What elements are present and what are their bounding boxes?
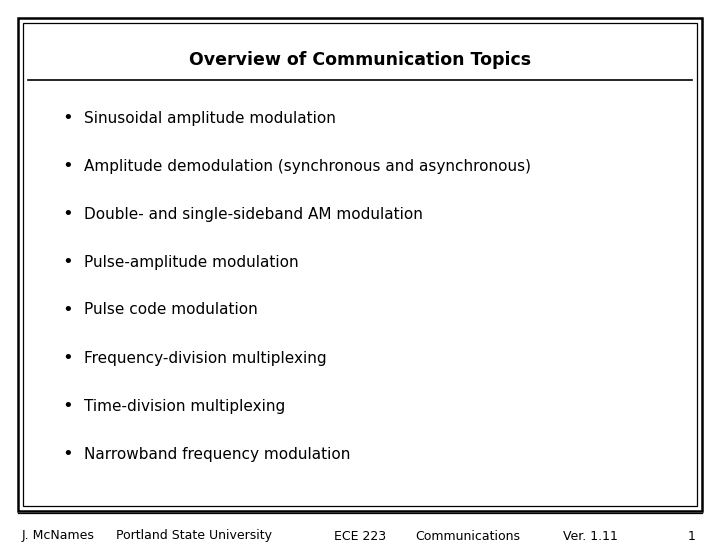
Text: Time-division multiplexing: Time-division multiplexing xyxy=(84,398,285,413)
Text: Narrowband frequency modulation: Narrowband frequency modulation xyxy=(84,447,351,462)
Text: •: • xyxy=(63,445,73,463)
Bar xyxy=(18,18,702,511)
Text: Ver. 1.11: Ver. 1.11 xyxy=(563,530,618,543)
Text: •: • xyxy=(63,205,73,223)
Text: •: • xyxy=(63,301,73,319)
Text: ECE 223: ECE 223 xyxy=(334,530,386,543)
Text: •: • xyxy=(63,109,73,127)
Text: Double- and single-sideband AM modulation: Double- and single-sideband AM modulatio… xyxy=(84,207,423,222)
Text: J. McNames: J. McNames xyxy=(21,530,94,543)
Text: •: • xyxy=(63,253,73,271)
Text: Portland State University: Portland State University xyxy=(117,530,272,543)
Text: •: • xyxy=(63,349,73,367)
Bar xyxy=(23,23,697,506)
Text: 1: 1 xyxy=(688,530,695,543)
Text: Overview of Communication Topics: Overview of Communication Topics xyxy=(189,51,531,69)
Text: Pulse code modulation: Pulse code modulation xyxy=(84,302,258,317)
Text: Frequency-division multiplexing: Frequency-division multiplexing xyxy=(84,350,327,365)
Text: Communications: Communications xyxy=(415,530,521,543)
Text: Pulse-amplitude modulation: Pulse-amplitude modulation xyxy=(84,255,299,270)
Text: •: • xyxy=(63,397,73,415)
Text: Sinusoidal amplitude modulation: Sinusoidal amplitude modulation xyxy=(84,110,336,125)
Text: •: • xyxy=(63,157,73,175)
Text: Amplitude demodulation (synchronous and asynchronous): Amplitude demodulation (synchronous and … xyxy=(84,159,531,173)
